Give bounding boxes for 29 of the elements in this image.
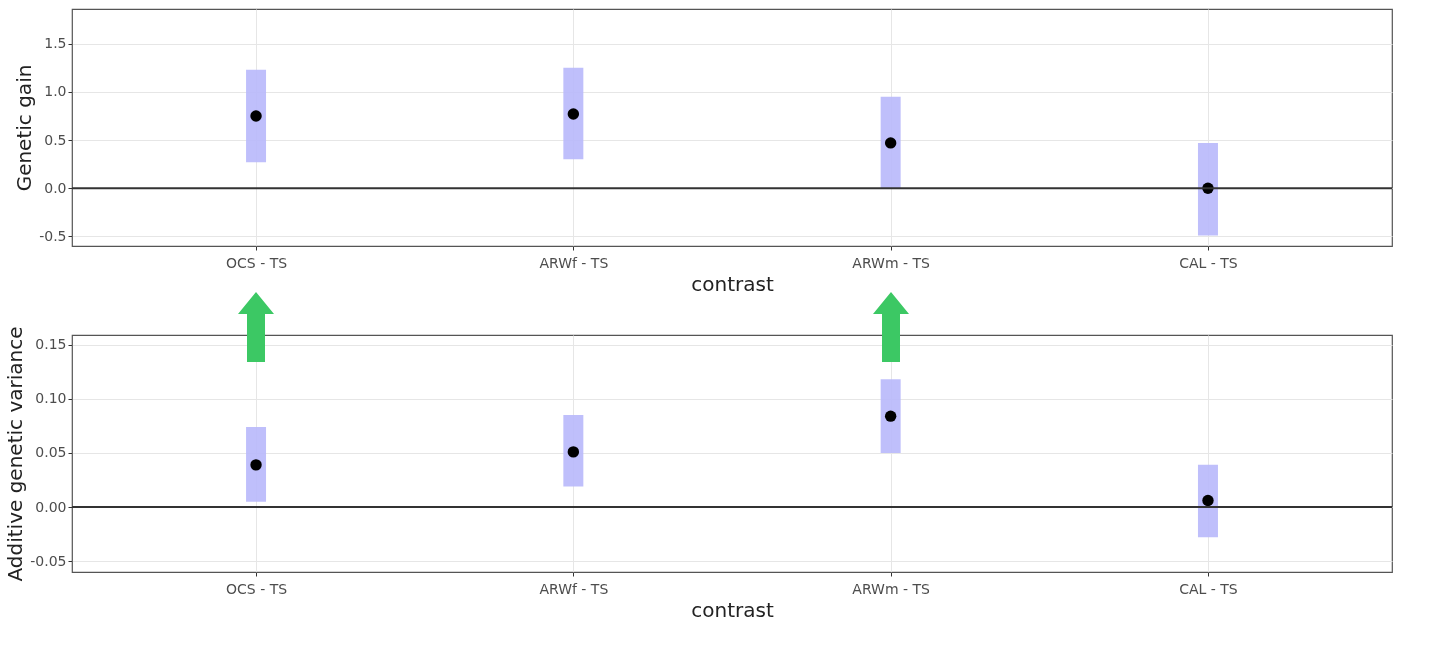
point: [250, 110, 262, 122]
y-tick-label: 0.5: [44, 131, 67, 148]
x-axis-title: contrast: [691, 271, 774, 296]
x-tick-label: ARWm - TS: [852, 254, 931, 271]
point: [250, 459, 262, 471]
y-tick-label: -0.5: [39, 227, 67, 244]
y-tick-label: 1.0: [44, 83, 67, 100]
x-axis-title: contrast: [691, 597, 774, 622]
x-tick-label: OCS - TS: [226, 580, 288, 597]
point: [567, 446, 580, 458]
y-axis-title: Additive genetic variance: [3, 326, 28, 582]
point: [567, 108, 580, 120]
x-tick-label: CAL - TS: [1179, 254, 1238, 271]
point: [884, 410, 897, 422]
x-tick-label: ARWf - TS: [539, 580, 609, 597]
x-tick-label: ARWf - TS: [539, 254, 609, 271]
y-tick-label: 1.5: [44, 35, 67, 52]
y-axis-title: Genetic gain: [12, 64, 37, 192]
x-tick-label: CAL - TS: [1179, 580, 1238, 597]
y-tick-label: 0.05: [35, 444, 67, 461]
y-tick-label: 0.0: [44, 179, 67, 196]
y-tick-label: -0.05: [30, 552, 67, 569]
x-tick-label: ARWm - TS: [852, 580, 931, 597]
y-tick-label: 0.10: [35, 390, 67, 407]
y-tick-label: 0.00: [35, 498, 67, 515]
x-tick-label: OCS - TS: [226, 254, 288, 271]
y-tick-label: 0.15: [35, 336, 67, 353]
point: [1202, 494, 1214, 507]
point: [884, 137, 897, 149]
